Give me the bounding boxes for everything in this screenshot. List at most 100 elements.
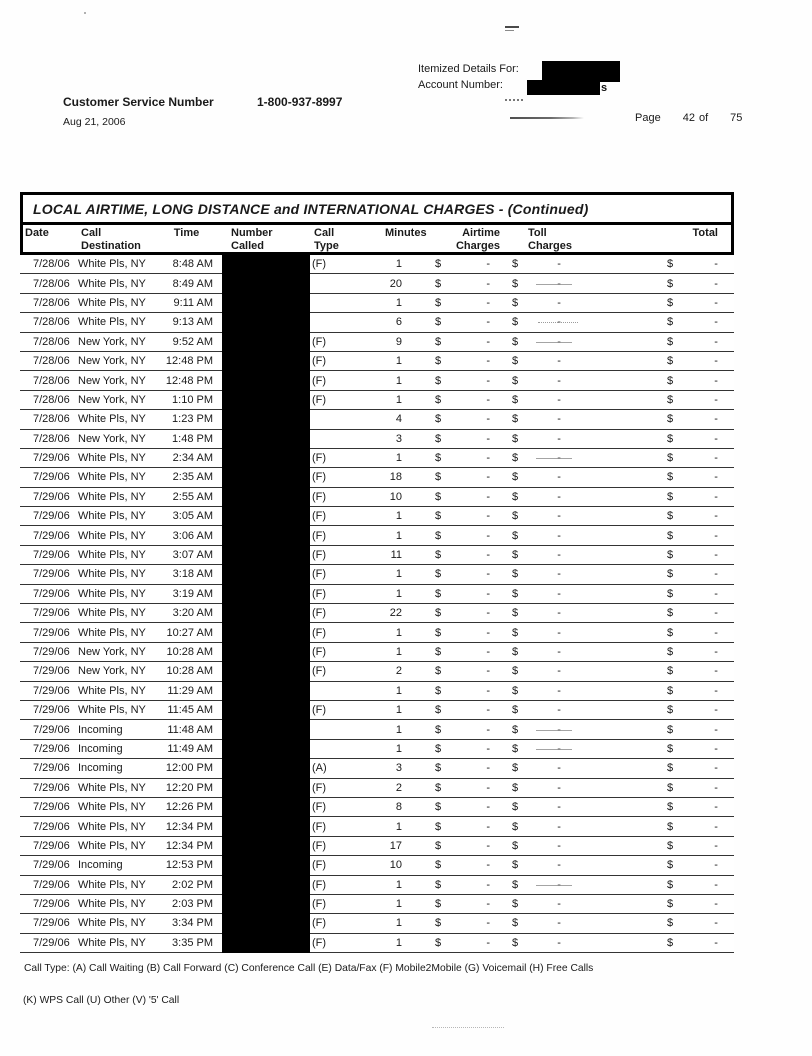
- table-header-box: LOCAL AIRTIME, LONG DISTANCE and INTERNA…: [20, 192, 734, 255]
- cell-minutes: 1: [395, 587, 402, 600]
- charge-value: -: [557, 510, 561, 523]
- table-row: 7/29/06 White Pls, NY 3:06 AM (F) 1 $ - …: [20, 526, 734, 546]
- cell-total: $ -: [600, 685, 734, 697]
- cell-call-type: (F): [312, 452, 327, 465]
- dollar-sign: $: [435, 801, 442, 814]
- cell-call-type: (F): [312, 839, 327, 852]
- dollar-sign: $: [435, 277, 442, 290]
- dollar-sign: $: [667, 704, 674, 717]
- charge-value: -: [557, 820, 561, 833]
- charge-value: -: [486, 490, 490, 503]
- account-number-label: Account Number:: [418, 79, 503, 91]
- cell-airtime-charges: $ -: [430, 917, 500, 929]
- dollar-sign: $: [667, 878, 674, 891]
- cell-date: 7/29/06: [33, 723, 70, 736]
- charge-value: -: [557, 335, 561, 348]
- cell-total: $ -: [600, 627, 734, 639]
- cell-destination: New York, NY: [78, 393, 146, 406]
- cell-date: 7/28/06: [33, 355, 70, 368]
- dollar-sign: $: [435, 549, 442, 562]
- charge-value: -: [557, 839, 561, 852]
- dollar-sign: $: [667, 898, 674, 911]
- charge-value: -: [557, 917, 561, 930]
- dollar-sign: $: [512, 296, 519, 309]
- dollar-sign: $: [667, 742, 674, 755]
- charge-value: -: [557, 607, 561, 620]
- dollar-sign: $: [667, 762, 674, 775]
- cell-toll-charges: $ -: [500, 413, 600, 425]
- charge-value: -: [557, 393, 561, 406]
- cell-time: 11:29 AM: [167, 684, 213, 697]
- dollar-sign: $: [435, 471, 442, 484]
- cell-airtime-charges: $ -: [430, 704, 500, 716]
- col-header-destination: Call Destination: [81, 227, 141, 252]
- cell-destination: White Pls, NY: [78, 277, 146, 290]
- cell-toll-charges: $ -: [500, 510, 600, 522]
- cell-airtime-charges: $ -: [430, 743, 500, 755]
- page-of-label: of: [698, 112, 709, 124]
- cell-date: 7/29/06: [33, 607, 70, 620]
- cell-total: $ -: [600, 355, 734, 367]
- cell-airtime-charges: $ -: [430, 316, 500, 328]
- cell-time: 3:05 AM: [172, 510, 213, 523]
- cell-date: 7/29/06: [33, 665, 70, 678]
- dollar-sign: $: [667, 646, 674, 658]
- cell-time: 1:23 PM: [172, 413, 213, 426]
- dollar-sign: $: [667, 549, 674, 562]
- cell-toll-charges: $ -: [500, 879, 600, 891]
- cell-minutes: 17: [389, 839, 402, 852]
- charge-value: -: [486, 626, 490, 639]
- cell-destination: White Pls, NY: [78, 704, 146, 717]
- cell-airtime-charges: $ -: [430, 821, 500, 833]
- cell-time: 2:34 AM: [172, 452, 213, 465]
- cell-call-type: (F): [312, 917, 327, 930]
- charge-value: -: [486, 413, 490, 426]
- table-row: 7/29/06 Incoming 11:49 AM 1 $ - $ -: [20, 740, 734, 760]
- cell-airtime-charges: $ -: [430, 801, 500, 813]
- charge-value: -: [557, 781, 561, 794]
- cell-date: 7/29/06: [33, 801, 70, 814]
- dollar-sign: $: [512, 432, 519, 445]
- cell-date: 7/29/06: [33, 587, 70, 600]
- charge-value: -: [714, 607, 718, 620]
- dollar-sign: $: [512, 646, 519, 658]
- cell-time: 12:26 PM: [165, 801, 213, 814]
- cell-toll-charges: $ -: [500, 491, 600, 503]
- charge-value: -: [486, 529, 490, 542]
- charge-value: -: [714, 432, 718, 445]
- cell-time: 3:35 PM: [172, 936, 213, 949]
- charge-value: -: [486, 801, 490, 814]
- dollar-sign: $: [435, 607, 442, 620]
- dollar-sign: $: [667, 917, 674, 930]
- cell-toll-charges: $ -: [500, 762, 600, 774]
- dollar-sign: $: [512, 393, 519, 406]
- cell-airtime-charges: $ -: [430, 471, 500, 483]
- cell-call-type: (F): [312, 335, 327, 348]
- cell-time: 9:52 AM: [172, 335, 213, 348]
- charge-value: -: [486, 684, 490, 697]
- cell-time: 3:18 AM: [172, 568, 213, 581]
- cell-total: $ -: [600, 375, 734, 387]
- cell-call-type: (F): [312, 859, 327, 872]
- cell-time: 11:45 AM: [167, 704, 213, 717]
- charge-value: -: [714, 898, 718, 911]
- cell-toll-charges: $ -: [500, 394, 600, 406]
- table-row: 7/29/06 White Pls, NY 3:19 AM (F) 1 $ - …: [20, 585, 734, 605]
- page-number: 42: [682, 112, 695, 124]
- cell-total: $ -: [600, 821, 734, 833]
- cell-time: 8:49 AM: [172, 277, 213, 290]
- dollar-sign: $: [667, 277, 674, 290]
- cell-call-type: (F): [312, 665, 327, 678]
- cell-minutes: 20: [389, 277, 402, 290]
- dollar-sign: $: [435, 781, 442, 794]
- cell-destination: Incoming: [78, 762, 123, 775]
- cell-date: 7/29/06: [33, 839, 70, 852]
- charge-value: -: [714, 529, 718, 542]
- charge-value: -: [557, 316, 561, 329]
- cell-call-type: (F): [312, 510, 327, 523]
- cell-toll-charges: $ -: [500, 316, 600, 328]
- charge-value: -: [557, 665, 561, 678]
- charges-table: LOCAL AIRTIME, LONG DISTANCE and INTERNA…: [20, 192, 734, 954]
- cell-toll-charges: $ -: [500, 646, 600, 658]
